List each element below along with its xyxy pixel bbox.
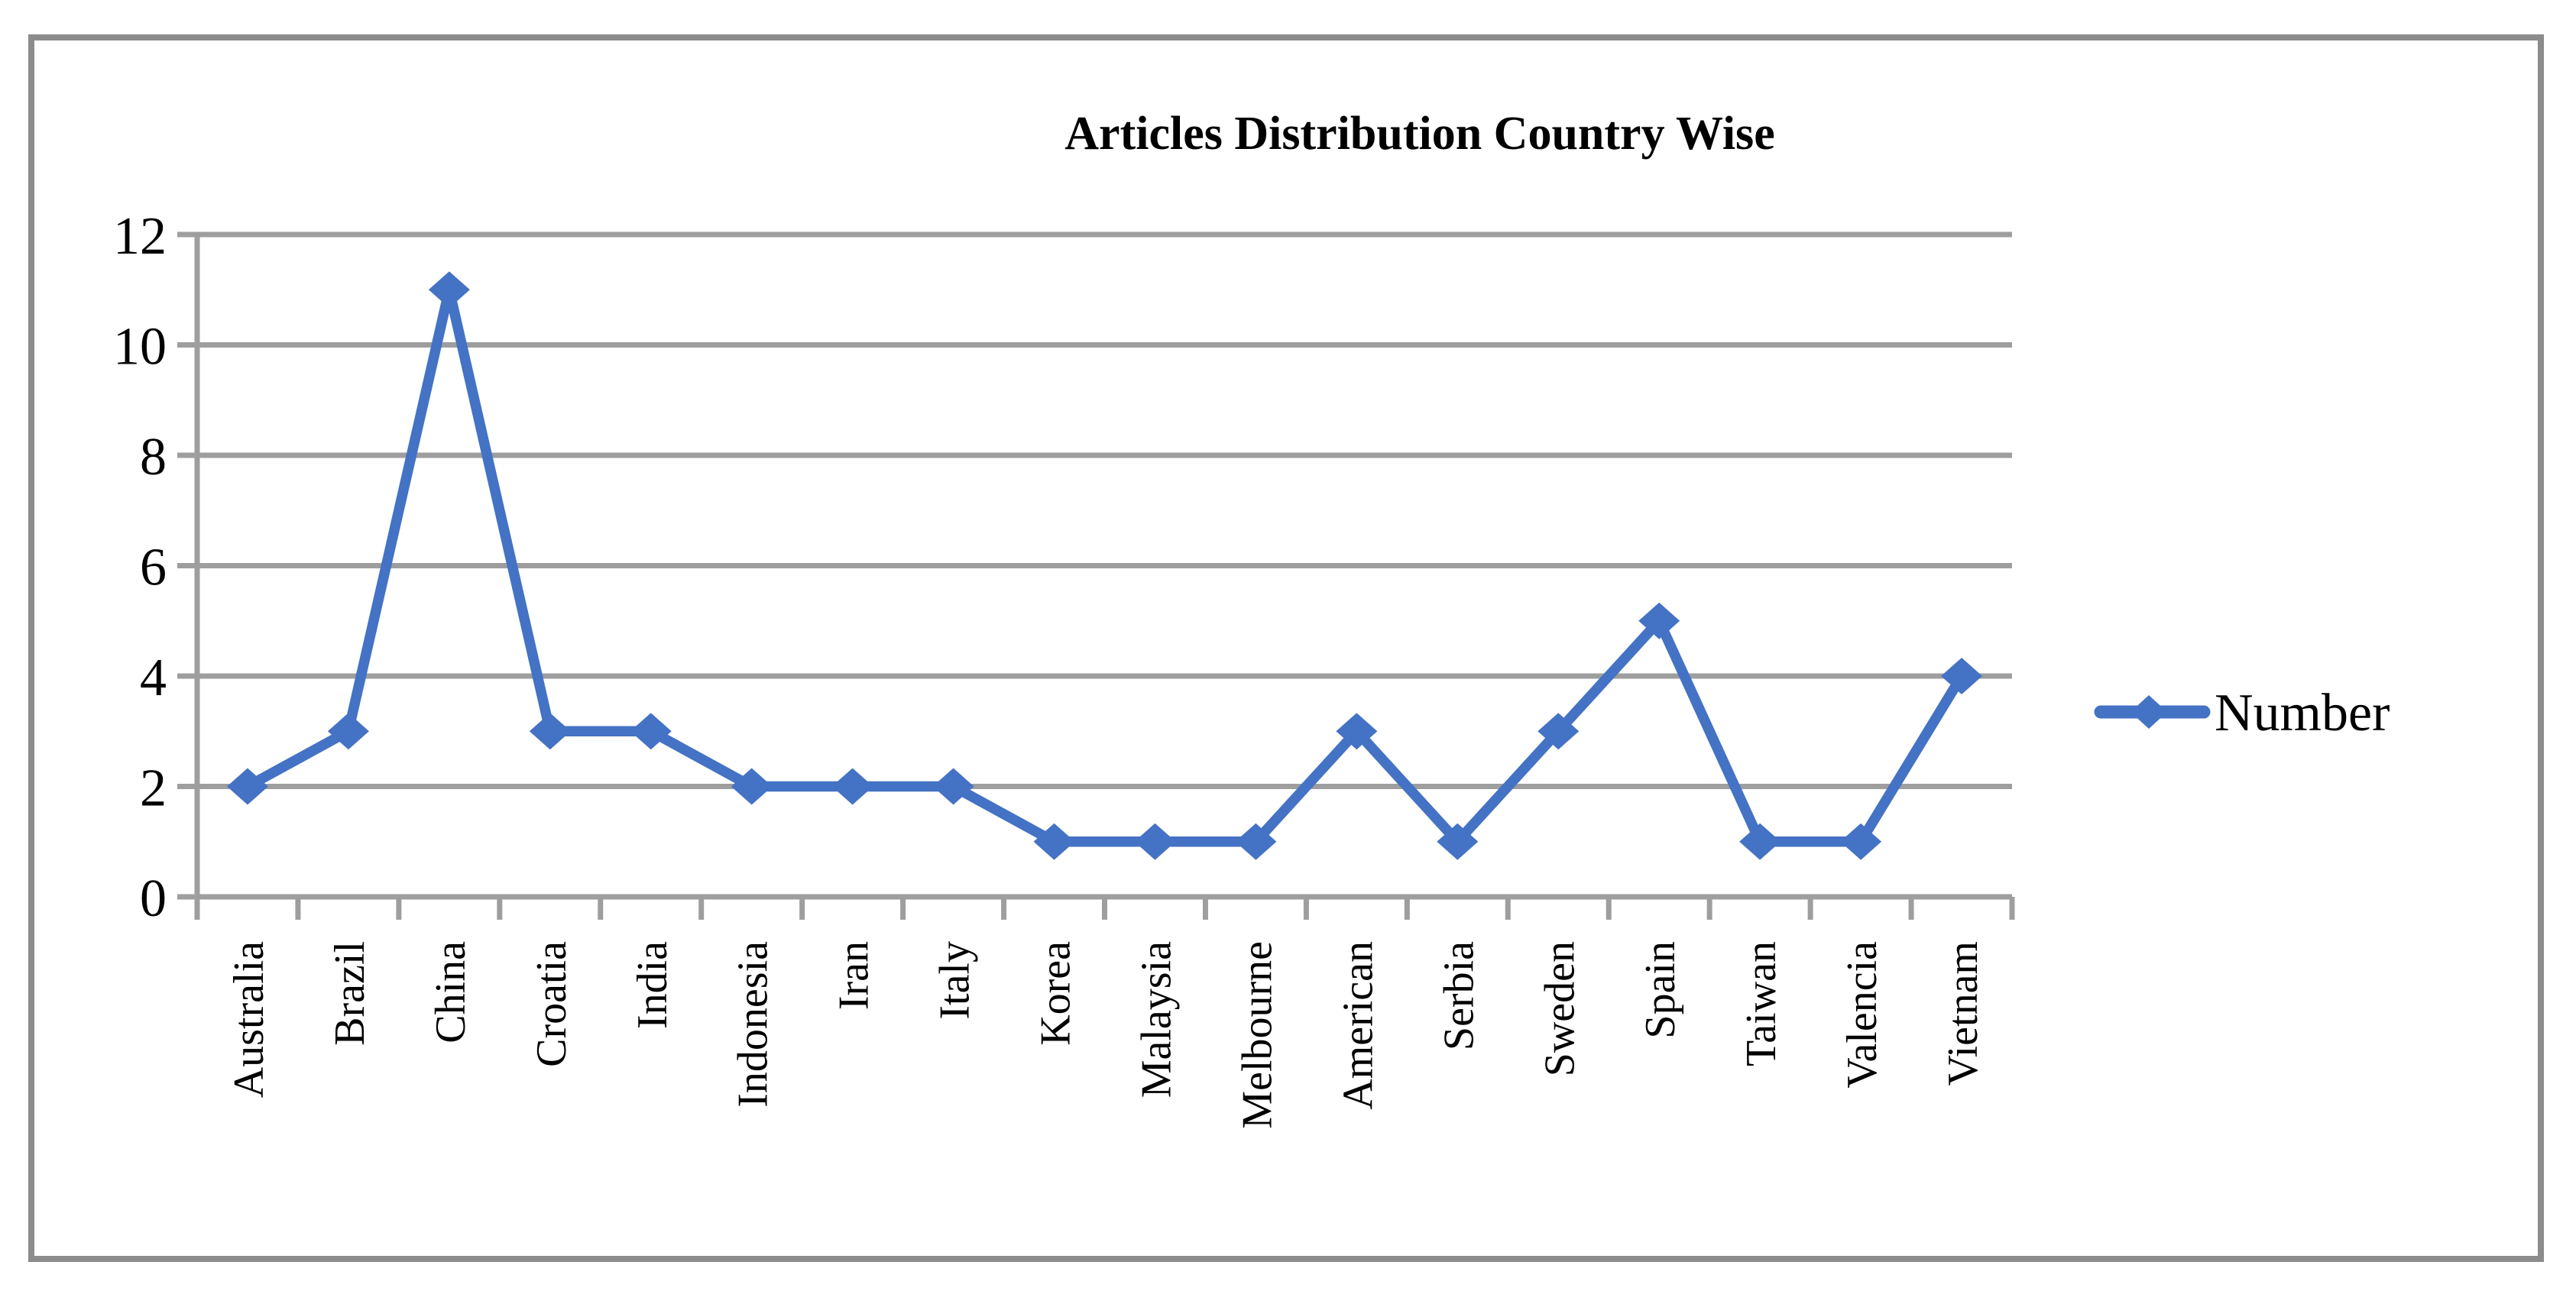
y-axis-label: 8 [140, 428, 167, 487]
data-point-china [428, 271, 470, 309]
x-axis-label-china: China [427, 941, 475, 1043]
legend-series-label: Number [2215, 684, 2390, 743]
x-axis-label-serbia: Serbia [1435, 941, 1482, 1050]
data-point-melbourne [1235, 823, 1277, 860]
data-point-taiwan [1739, 823, 1781, 860]
data-point-valencia [1840, 823, 1882, 860]
data-point-spain [1638, 602, 1680, 639]
x-axis-label-melbourne: Melbourne [1233, 941, 1281, 1129]
x-axis-label-indonesia: Indonesia [730, 941, 777, 1108]
x-axis-label-malaysia: Malaysia [1132, 941, 1180, 1098]
x-axis-label-valencia: Valencia [1839, 941, 1886, 1089]
x-axis-label-iran: Iran [831, 941, 878, 1010]
x-axis-label-korea: Korea [1032, 941, 1080, 1046]
x-axis-label-croatia: Croatia [528, 941, 575, 1067]
data-point-iran [831, 768, 873, 805]
data-point-indonesia [731, 768, 773, 805]
data-point-india [630, 713, 672, 750]
y-axis-label: 6 [140, 539, 167, 597]
y-axis-label: 0 [140, 869, 167, 928]
series-line-number [242, 284, 1967, 847]
chart-title: Articles Distribution Country Wise [1064, 108, 1774, 160]
y-axis-label: 12 [113, 207, 167, 266]
data-point-korea [1033, 823, 1075, 860]
data-point-american [1336, 713, 1378, 750]
x-axis-label-taiwan: Taiwan [1738, 941, 1785, 1066]
data-point-serbia [1437, 823, 1479, 860]
x-axis-label-american: American [1334, 941, 1382, 1110]
data-point-brazil [327, 713, 369, 750]
legend: Number [2094, 684, 2390, 743]
y-axis-label: 4 [140, 649, 167, 707]
x-axis-label-sweden: Sweden [1536, 941, 1583, 1076]
x-axis-label-india: India [629, 941, 676, 1029]
x-axis-label-vietnam: Vietnam [1939, 941, 1987, 1086]
legend-diamond-icon [2130, 695, 2167, 729]
y-axis-label: 10 [113, 318, 167, 377]
chart-border [28, 34, 2544, 1262]
x-axis-label-italy: Italy [932, 941, 979, 1020]
axes [194, 235, 2015, 920]
data-point-malaysia [1134, 823, 1176, 860]
x-axis-label-brazil: Brazil [326, 941, 374, 1046]
x-axis-label-australia: Australia [225, 941, 273, 1098]
data-series [226, 271, 1983, 860]
data-point-australia [226, 768, 268, 805]
x-axis-labels: Australia Brazil China Croatia India Indonesi… [225, 941, 1987, 1129]
y-axis-labels: 0 2 4 6 8 10 12 [113, 207, 167, 928]
data-point-croatia [529, 713, 571, 750]
data-point-vietnam [1941, 658, 1983, 694]
x-axis-label-spain: Spain [1637, 941, 1684, 1039]
y-axis-label: 2 [140, 759, 167, 818]
data-point-sweden [1537, 713, 1580, 750]
data-point-italy [932, 768, 974, 805]
